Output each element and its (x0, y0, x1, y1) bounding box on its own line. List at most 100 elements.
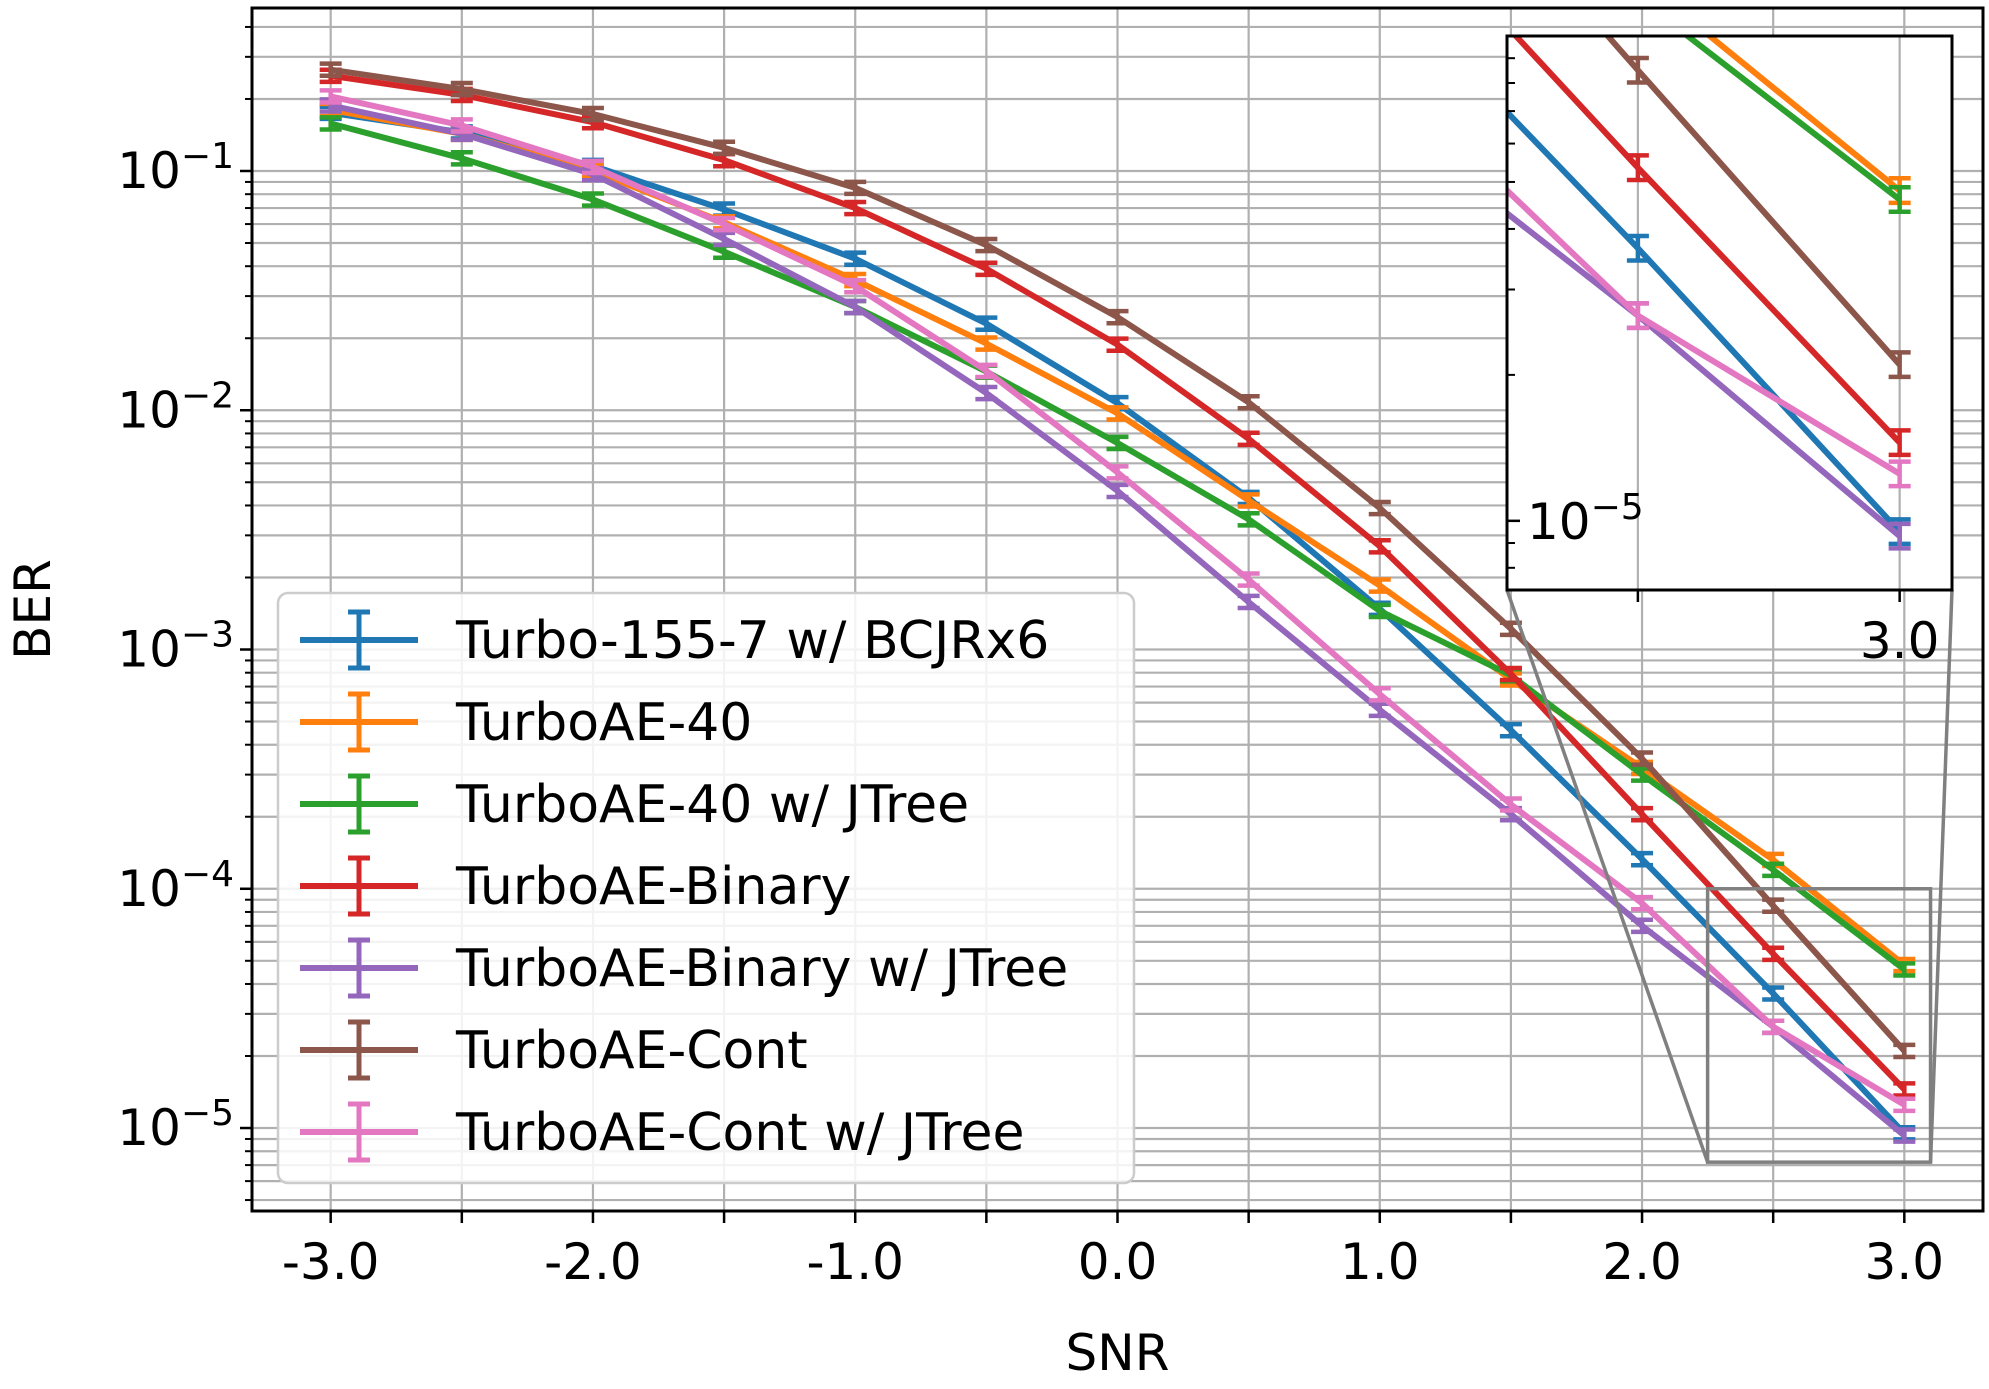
data-point (975, 260, 998, 278)
inset-y-tick-label: 10−5 (1527, 487, 1644, 551)
data-point (1762, 985, 1785, 1002)
zoom-indicator (1505, 589, 1954, 1164)
data-point (450, 117, 473, 134)
data-point (844, 199, 867, 217)
data-point (1237, 571, 1260, 588)
data-point (975, 384, 998, 402)
legend-box (276, 591, 1136, 1185)
inset-plot: 10−5 3.0 (1365, 34, 1954, 670)
series-group (319, 61, 1916, 1144)
data-point (581, 105, 604, 123)
data-point (1626, 153, 1649, 183)
y-tick-label: 10−2 (117, 375, 234, 439)
legend-item: TurboAE-40 (300, 691, 752, 753)
data-point (1888, 350, 1911, 380)
data-point (1631, 850, 1654, 868)
data-point (1888, 428, 1911, 458)
data-point (1368, 537, 1391, 555)
data-point (1888, 521, 1911, 551)
data-point (1499, 721, 1522, 739)
data-point (1368, 602, 1391, 620)
inset-x-tick-label: 3.0 (1860, 612, 1940, 670)
legend-label: TurboAE-Cont w/ JTree (455, 1103, 1024, 1163)
data-point (1631, 805, 1654, 823)
legend: Turbo-155-7 w/ BCJRx6 TurboAE-40 TurboAE-4… (276, 591, 1136, 1185)
data-point (713, 215, 736, 233)
data-point (1499, 796, 1522, 813)
legend-item: TurboAE-40 w/ JTree (300, 773, 969, 835)
legend-label: TurboAE-40 w/ JTree (455, 775, 969, 835)
data-point (1893, 961, 1916, 978)
legend-label: TurboAE-Cont (455, 1021, 808, 1081)
data-point (1106, 336, 1129, 353)
data-point (844, 277, 867, 295)
legend-item: TurboAE-Binary (300, 855, 851, 917)
data-point (713, 139, 736, 157)
y-tick-label: 10−4 (117, 854, 234, 918)
data-point (844, 250, 867, 267)
data-point (1631, 750, 1654, 767)
legend-item: TurboAE-Cont (300, 1019, 808, 1081)
data-point (1106, 464, 1129, 481)
data-point (1888, 184, 1911, 215)
x-tick-label: -1.0 (806, 1233, 904, 1291)
x-tick-label: 2.0 (1602, 1233, 1682, 1291)
data-point (1762, 897, 1785, 914)
data-point (844, 298, 867, 316)
data-point (1368, 499, 1391, 517)
data-point (581, 158, 604, 176)
data-point (1888, 459, 1911, 489)
y-tick-label: 10−1 (117, 136, 234, 200)
legend-item: TurboAE-Cont w/ JTree (300, 1101, 1024, 1163)
data-point (1106, 308, 1129, 326)
data-point (1237, 593, 1260, 611)
data-point (1365, 99, 1387, 124)
data-point (844, 179, 867, 197)
x-tick-label: -3.0 (282, 1233, 380, 1291)
data-point (1237, 492, 1260, 509)
data-point (450, 149, 473, 167)
data-point (319, 88, 342, 105)
data-point (319, 115, 342, 132)
data-point (975, 236, 998, 254)
data-point (975, 335, 998, 352)
legend-label: TurboAE-Binary w/ JTree (455, 939, 1068, 999)
series-group (1365, 36, 1911, 551)
data-point (1499, 665, 1522, 683)
data-point (1626, 301, 1649, 331)
data-point (1762, 945, 1785, 963)
data-point (450, 80, 473, 98)
data-point (1631, 894, 1654, 912)
ticks: -3.0 -2.0 -1.0 0.0 1.0 2.0 3.0 10−1 10−2 10−3 10−4… (117, 25, 1944, 1291)
data-point (1631, 917, 1654, 935)
inset-background (1507, 36, 1952, 590)
zoom-connector (1505, 589, 1710, 1163)
data-point (1368, 685, 1391, 703)
data-point (581, 191, 604, 208)
zoom-box (1705, 887, 1933, 1164)
data-point (1368, 701, 1391, 719)
y-axis-label: BER (4, 559, 62, 660)
data-point (1237, 430, 1260, 448)
data-point (975, 362, 998, 380)
data-point (1106, 482, 1129, 500)
y-tick-label: 10−5 (117, 1093, 234, 1157)
x-tick-label: 0.0 (1078, 1233, 1158, 1291)
data-point (975, 315, 998, 333)
legend-label: TurboAE-40 (455, 693, 752, 753)
data-point (1893, 1042, 1916, 1060)
data-point (713, 230, 736, 248)
data-point (1893, 1081, 1916, 1098)
zoom-connector (1928, 589, 1954, 1163)
data-point (1893, 1096, 1916, 1114)
legend-label: Turbo-155-7 w/ BCJRx6 (455, 611, 1049, 671)
data-point (1106, 405, 1129, 422)
data-point (1626, 55, 1649, 85)
data-point (1626, 233, 1649, 263)
data-point (1368, 577, 1391, 594)
x-tick-label: -2.0 (544, 1233, 642, 1291)
data-point (1237, 393, 1260, 411)
inset-frame (1505, 34, 1954, 592)
